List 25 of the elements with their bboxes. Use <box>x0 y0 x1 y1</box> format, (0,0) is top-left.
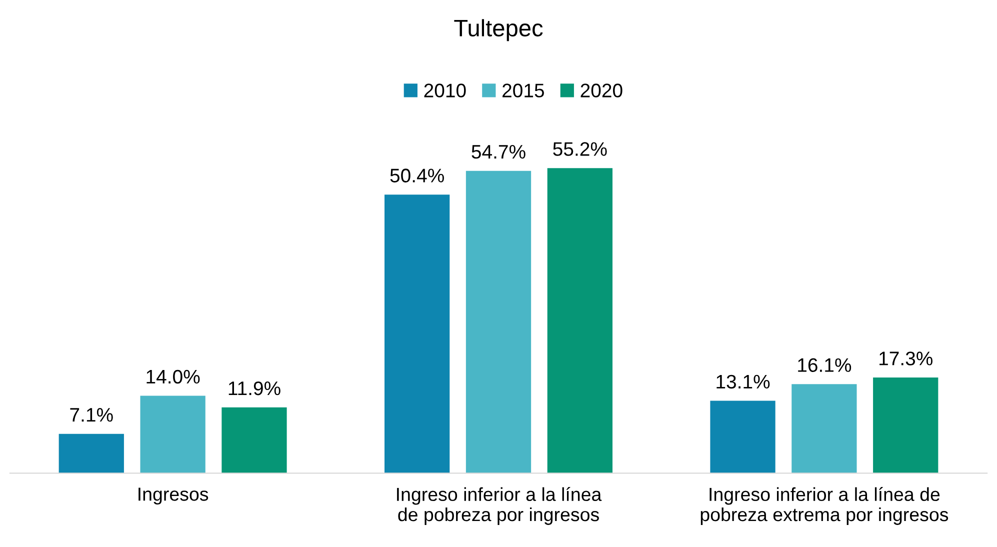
data-label: 7.1% <box>70 408 113 422</box>
x-tick-label: Ingreso inferior a la línea de pobreza por ingresos <box>397 487 602 525</box>
bar <box>547 168 612 474</box>
data-label: 17.3% <box>880 352 932 366</box>
data-label: 50.4% <box>390 168 444 182</box>
data-label: 54.7% <box>472 145 526 159</box>
bar <box>710 400 776 474</box>
bar <box>58 434 124 474</box>
bar <box>792 384 857 474</box>
bar <box>140 396 206 474</box>
data-label: 14.0% <box>146 370 200 384</box>
legend-label: 2015 <box>502 84 544 98</box>
x-tick-label: Ingreso inferior a la línea de pobreza extrema por ingresos <box>700 487 948 525</box>
bar <box>222 407 287 474</box>
data-label: 11.9% <box>228 381 280 396</box>
data-label: 16.1% <box>798 358 852 372</box>
legend-label: 2010 <box>424 84 466 98</box>
bar <box>873 378 938 474</box>
chart-title: Tultepec <box>454 19 543 42</box>
bar <box>466 170 532 474</box>
x-tick-label: Ingresos <box>138 488 208 505</box>
legend-label: 2020 <box>580 84 622 98</box>
data-label: 13.1% <box>716 374 770 389</box>
data-label: 55.2% <box>553 142 607 156</box>
bar <box>384 194 450 474</box>
